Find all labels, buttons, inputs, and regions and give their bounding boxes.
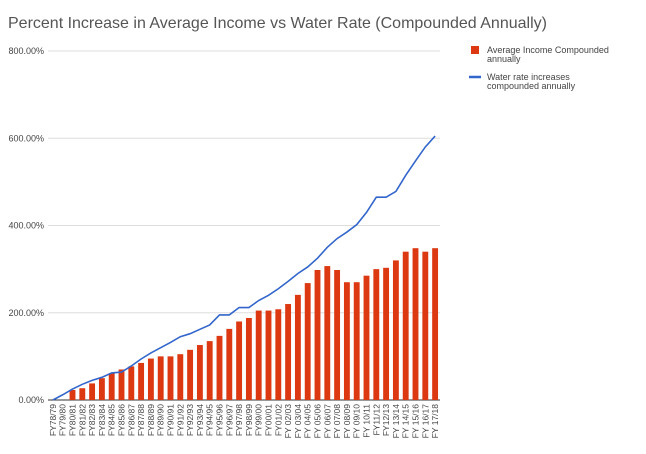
- bar: [245, 317, 252, 400]
- chart-title: Percent Increase in Average Income vs Wa…: [8, 15, 547, 32]
- x-tick-label: FY84/85: [107, 404, 117, 436]
- x-tick-label: FY00/01: [264, 404, 274, 436]
- legend-line: Average Income Compounded: [487, 45, 609, 55]
- x-tick-label: FY 09/10: [352, 404, 362, 439]
- x-tick-label: FY01/02: [273, 404, 283, 436]
- y-tick-label: 400.00%: [8, 221, 44, 231]
- bar: [373, 269, 380, 400]
- bar: [196, 345, 203, 400]
- bar: [206, 341, 213, 400]
- x-tick-label: FY12/13: [381, 404, 391, 436]
- bar: [89, 383, 96, 400]
- y-tick-label: 0.00%: [18, 395, 44, 405]
- bar: [383, 267, 390, 400]
- legend-line: compounded annually: [487, 81, 576, 91]
- x-tick-label: FY82/83: [87, 404, 97, 436]
- legend-label: Average Income Compounded annually: [487, 45, 609, 64]
- legend-line: annually: [487, 54, 521, 64]
- x-tick-label: FY88/89: [146, 404, 156, 436]
- line: [52, 135, 436, 401]
- bar: [275, 309, 282, 400]
- x-tick-label: FY 04/05: [303, 404, 313, 439]
- x-tick-label: FY98/99: [244, 404, 254, 436]
- bar: [363, 275, 370, 400]
- bar: [343, 282, 350, 400]
- legend-swatch: [471, 46, 479, 54]
- x-tick-label: FY99/00: [254, 404, 264, 436]
- x-tick-label: FY94/95: [205, 404, 215, 436]
- bar: [226, 328, 233, 400]
- legend-label: Water rate increases compounded annually: [487, 72, 576, 91]
- bar: [422, 251, 429, 400]
- bar: [98, 378, 105, 400]
- bar: [187, 349, 194, 400]
- x-tick-label: FY96/97: [224, 404, 234, 436]
- x-tick-label: FY85/86: [117, 404, 127, 436]
- bar: [108, 373, 115, 400]
- x-tick-label: FY93/94: [195, 404, 205, 436]
- bar: [147, 358, 154, 400]
- bar: [314, 269, 321, 400]
- x-tick-label: FY 15/16: [411, 404, 421, 439]
- bar: [216, 335, 223, 400]
- x-tick-label: FY87/88: [136, 404, 146, 436]
- bar: [128, 366, 135, 400]
- bar: [157, 356, 164, 400]
- bar: [334, 269, 341, 400]
- bar: [285, 304, 292, 400]
- bar: [167, 356, 174, 400]
- x-tick-label: FY95/96: [215, 404, 225, 436]
- x-tick-label: FY86/87: [126, 404, 136, 436]
- x-tick-label: FY11/12: [371, 404, 381, 436]
- bar: [412, 248, 419, 400]
- x-tick-label: FY90/91: [166, 404, 176, 436]
- y-tick-label: 200.00%: [8, 308, 44, 318]
- x-tick-label: FY 17/18: [430, 404, 440, 439]
- x-tick-label: FY89/90: [156, 404, 166, 436]
- bar: [255, 310, 262, 400]
- bar: [353, 282, 360, 400]
- bar: [304, 283, 311, 400]
- x-tick-label: FY 13/14: [391, 404, 401, 439]
- x-tick-label: FY80/81: [68, 404, 78, 436]
- legend-line: Water rate increases: [487, 72, 570, 82]
- x-tick-label: FY81/82: [77, 404, 87, 436]
- bar: [118, 369, 125, 400]
- bar: [236, 321, 243, 400]
- bar: [392, 260, 399, 400]
- x-tick-label: FY 05/06: [313, 404, 323, 439]
- x-tick-label: FY 10/11: [362, 404, 372, 438]
- x-tick-label: FY 07/08: [332, 404, 342, 439]
- x-tick-label: FY91/92: [175, 404, 185, 436]
- x-tick-label: FY 02/03: [283, 404, 293, 439]
- x-tick-label: FY78/79: [48, 404, 58, 436]
- bar: [324, 266, 331, 400]
- x-tick-label: FY 08/09: [342, 404, 352, 439]
- x-tick-label: FY83/84: [97, 404, 107, 436]
- bar: [79, 388, 86, 400]
- x-tick-label: FY 06/07: [322, 404, 332, 439]
- bar: [432, 248, 439, 400]
- x-tick-label: FY79/80: [58, 404, 68, 436]
- x-tick-label: FY 16/17: [420, 404, 430, 439]
- y-tick-label: 600.00%: [8, 133, 44, 143]
- x-tick-label: FY 03/04: [293, 404, 303, 439]
- bar: [294, 294, 301, 400]
- bar: [138, 362, 145, 400]
- bar: [69, 389, 76, 400]
- bar: [177, 354, 184, 400]
- x-tick-label: FY97/98: [234, 404, 244, 436]
- bar: [402, 251, 409, 400]
- x-tick-label: FY 14/15: [401, 404, 411, 439]
- y-tick-label: 800.00%: [8, 46, 44, 56]
- x-tick-label: FY92/93: [185, 404, 195, 436]
- bar: [265, 310, 272, 400]
